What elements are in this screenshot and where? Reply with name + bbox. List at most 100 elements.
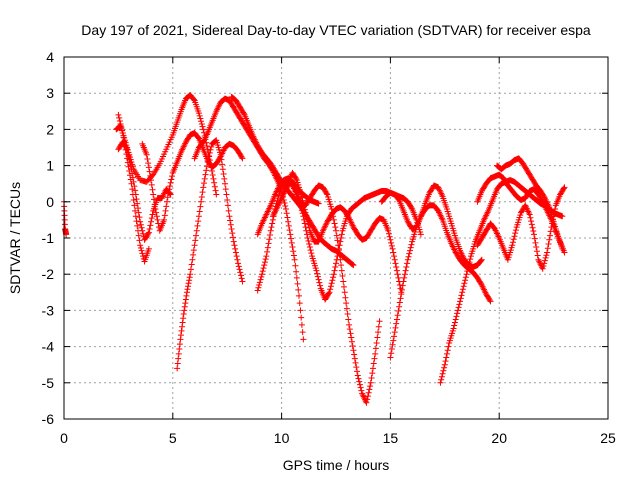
data-point bbox=[264, 248, 271, 255]
data-point bbox=[376, 318, 383, 325]
data-point bbox=[547, 228, 554, 235]
data-point bbox=[190, 251, 197, 258]
data-point bbox=[314, 273, 321, 280]
data-point bbox=[161, 212, 168, 219]
data-point bbox=[193, 232, 200, 239]
data-point bbox=[218, 156, 225, 163]
data-point bbox=[118, 123, 125, 130]
data-point bbox=[182, 296, 189, 303]
data-point bbox=[260, 265, 267, 272]
data-point bbox=[116, 117, 123, 124]
data-point bbox=[329, 277, 336, 284]
data-point bbox=[544, 249, 551, 256]
data-point bbox=[330, 271, 337, 278]
data-point bbox=[459, 286, 466, 293]
data-point bbox=[120, 134, 127, 141]
data-point bbox=[175, 355, 182, 362]
data-point bbox=[144, 155, 151, 162]
data-point bbox=[237, 269, 244, 276]
data-point bbox=[394, 312, 401, 319]
data-point bbox=[294, 280, 301, 287]
data-point bbox=[304, 218, 311, 225]
data-point bbox=[542, 254, 549, 261]
data-point bbox=[313, 267, 320, 274]
data-point bbox=[393, 320, 400, 327]
data-point bbox=[196, 112, 203, 119]
data-point bbox=[333, 232, 340, 239]
data-point bbox=[368, 374, 375, 381]
data-point bbox=[392, 324, 399, 331]
data-point bbox=[222, 180, 229, 187]
data-point bbox=[259, 268, 266, 275]
data-point bbox=[303, 215, 310, 222]
data-point bbox=[284, 214, 291, 221]
data-point bbox=[461, 280, 468, 287]
data-point bbox=[217, 151, 224, 158]
data-point bbox=[561, 249, 568, 256]
data-point bbox=[200, 180, 207, 187]
data-point bbox=[176, 341, 183, 348]
data-point bbox=[240, 110, 247, 117]
data-point bbox=[451, 322, 458, 329]
data-point bbox=[332, 263, 339, 270]
data-point bbox=[139, 250, 146, 257]
data-point bbox=[299, 329, 306, 336]
y-tick-label: -6 bbox=[42, 411, 55, 427]
data-point bbox=[206, 152, 213, 159]
data-point bbox=[529, 224, 536, 231]
x-tick-label: 0 bbox=[60, 430, 68, 446]
data-point bbox=[296, 292, 303, 299]
data-point bbox=[269, 220, 276, 227]
data-point bbox=[301, 203, 308, 210]
data-point bbox=[145, 160, 152, 167]
data-point bbox=[391, 333, 398, 340]
data-point bbox=[290, 183, 297, 190]
data-point bbox=[315, 200, 322, 207]
data-point bbox=[351, 351, 358, 358]
data-point bbox=[229, 230, 236, 237]
data-point bbox=[373, 339, 380, 346]
data-point bbox=[211, 183, 218, 190]
data-point bbox=[343, 305, 350, 312]
data-point bbox=[300, 200, 307, 207]
data-point bbox=[390, 337, 397, 344]
data-point bbox=[465, 262, 472, 269]
axis-ticks: 0 5 10 15 20 25 -6 -5 -4 -3 -2 -1 0 1 2 3 4 bbox=[42, 49, 616, 446]
data-point bbox=[300, 336, 307, 343]
x-tick-label: 25 bbox=[600, 430, 616, 446]
data-point bbox=[176, 346, 183, 353]
data-point bbox=[137, 244, 144, 251]
data-point bbox=[148, 181, 155, 188]
data-point bbox=[119, 130, 126, 137]
data-point bbox=[543, 252, 550, 259]
y-tick-label: -5 bbox=[42, 375, 55, 391]
data-point bbox=[223, 191, 230, 198]
data-point bbox=[201, 175, 208, 182]
data-point bbox=[372, 345, 379, 352]
data-point bbox=[230, 234, 237, 241]
data-point bbox=[393, 316, 400, 323]
data-point bbox=[307, 247, 314, 254]
data-point bbox=[188, 261, 195, 268]
data-point bbox=[146, 168, 153, 175]
data-point bbox=[335, 245, 342, 252]
data-point bbox=[442, 358, 449, 365]
data-point bbox=[338, 267, 345, 274]
data-point bbox=[282, 203, 289, 210]
data-point bbox=[541, 260, 548, 267]
data-point bbox=[210, 175, 217, 182]
data-point bbox=[140, 230, 147, 237]
data-point bbox=[388, 242, 395, 249]
data-point bbox=[290, 252, 297, 259]
data-point bbox=[372, 350, 379, 357]
data-point bbox=[137, 218, 144, 225]
data-point bbox=[132, 207, 139, 214]
x-axis-label: GPS time / hours bbox=[283, 457, 390, 473]
data-point bbox=[149, 186, 156, 193]
data-point bbox=[388, 346, 395, 353]
data-point bbox=[398, 291, 405, 298]
data-point bbox=[146, 225, 153, 232]
data-point bbox=[462, 277, 469, 284]
data-point bbox=[334, 253, 341, 260]
